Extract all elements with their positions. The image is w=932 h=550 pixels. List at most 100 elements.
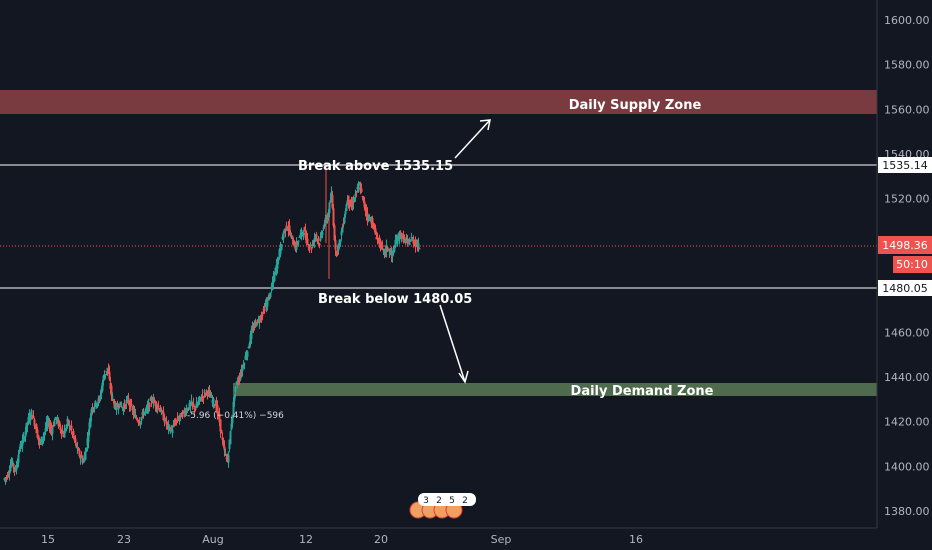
support-tag-text: 1480.05 xyxy=(882,282,928,295)
candle-body xyxy=(96,402,99,406)
candle-body xyxy=(101,382,104,391)
candle-body xyxy=(68,424,71,427)
candle-body xyxy=(406,239,409,241)
demand-zone[interactable] xyxy=(233,383,877,396)
candle-body xyxy=(239,374,242,380)
candle-body xyxy=(387,249,390,251)
price-tick-label: 1580.00 xyxy=(884,59,930,72)
candle-body xyxy=(352,201,355,204)
candle-body xyxy=(86,438,89,446)
candle-body xyxy=(318,243,321,246)
candle-body xyxy=(120,405,123,407)
candle-body xyxy=(326,216,329,222)
price-axis[interactable] xyxy=(877,0,932,550)
candle-body xyxy=(241,366,244,372)
candle-body xyxy=(206,392,209,394)
candle-body xyxy=(92,407,95,411)
candle-body xyxy=(237,380,240,382)
candle-body xyxy=(193,405,196,410)
candle-body xyxy=(169,430,172,432)
candle-body xyxy=(266,299,269,307)
candle-body xyxy=(354,193,357,197)
badge-3: 5 xyxy=(449,496,455,506)
candle-body xyxy=(380,244,383,246)
candle-body xyxy=(305,233,308,244)
candle-body xyxy=(197,400,200,405)
candle-body xyxy=(22,437,25,439)
up-arrow xyxy=(454,119,491,159)
candle-body xyxy=(204,394,207,396)
candle-body xyxy=(45,421,48,429)
candle-body xyxy=(131,409,134,411)
candle-body xyxy=(63,430,66,438)
candle-body xyxy=(53,420,56,426)
candle-body xyxy=(217,412,220,415)
candle-body xyxy=(61,430,64,433)
candle-body xyxy=(393,249,396,252)
candle-body xyxy=(97,398,100,403)
candle-body xyxy=(306,238,309,244)
time-axis[interactable] xyxy=(0,528,877,550)
candle-body xyxy=(267,299,270,301)
candle-body xyxy=(135,417,138,419)
candle-body xyxy=(8,471,11,475)
candle-body xyxy=(203,391,206,393)
candle-body xyxy=(100,388,103,394)
candle-body xyxy=(400,237,403,239)
candle-body xyxy=(282,232,285,239)
candle-body xyxy=(362,196,365,202)
candle-body xyxy=(47,420,50,422)
candle-body xyxy=(332,208,335,226)
candle-body xyxy=(103,375,106,380)
candle-body xyxy=(335,251,338,254)
candle-body xyxy=(312,242,315,244)
candle-body xyxy=(25,423,28,433)
candle-body xyxy=(20,445,23,448)
candle-body xyxy=(296,243,299,245)
candle-body xyxy=(17,454,20,463)
candle-body xyxy=(275,264,278,273)
candle-body xyxy=(341,226,344,233)
candle-body xyxy=(409,240,412,243)
candle-body xyxy=(382,249,385,251)
candle-body xyxy=(126,396,129,399)
candle-body xyxy=(90,409,93,416)
candle-body xyxy=(65,425,68,427)
candle-body xyxy=(26,422,29,426)
candle-body xyxy=(184,413,187,415)
candle-body xyxy=(365,209,368,215)
candle-body xyxy=(148,402,151,408)
candle-body xyxy=(143,411,146,415)
candle-body xyxy=(36,429,39,438)
event-badges[interactable]: 3 2 5 2 xyxy=(409,493,476,519)
candle-body xyxy=(67,419,70,425)
candle-body xyxy=(321,232,324,235)
candle-body xyxy=(303,227,306,232)
candle-body xyxy=(347,195,350,204)
candle-body xyxy=(298,236,301,238)
candle-body xyxy=(196,403,199,407)
candle-body xyxy=(319,237,322,241)
candle-body xyxy=(232,401,235,415)
candle-body xyxy=(175,420,178,422)
candle-body xyxy=(257,319,260,321)
demand-zone-label: Daily Demand Zone xyxy=(571,384,714,399)
price-tick-label: 1520.00 xyxy=(884,193,930,206)
candle-body xyxy=(18,449,21,452)
time-tick-label: Aug xyxy=(202,533,223,546)
candle-body xyxy=(37,435,40,441)
candle-body xyxy=(367,215,370,219)
candle-body xyxy=(391,251,394,257)
candle-body xyxy=(93,406,96,410)
time-tick-label: 20 xyxy=(374,533,388,546)
candle-body xyxy=(255,325,258,327)
time-tick-label: 15 xyxy=(41,533,55,546)
supply-zone[interactable] xyxy=(0,90,877,114)
candle-body xyxy=(417,243,420,249)
candle-body xyxy=(309,245,312,247)
candle-body xyxy=(230,423,233,430)
time-axis-ticks: 15 23 Aug 12 20 Sep 16 xyxy=(41,533,643,546)
candle-body xyxy=(33,419,36,426)
candle-body xyxy=(116,406,119,408)
